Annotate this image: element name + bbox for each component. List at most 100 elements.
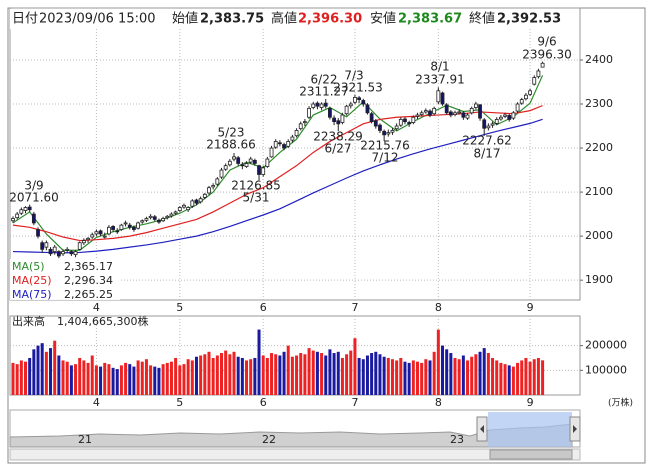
volume-bar <box>328 349 332 395</box>
scrollbar-thumb[interactable] <box>489 449 573 460</box>
header-value: 2,383.75 <box>200 12 264 27</box>
candle-body <box>44 242 49 248</box>
candle-body <box>524 94 528 100</box>
candle-body <box>453 112 457 115</box>
candle-body <box>465 114 470 119</box>
candle-body <box>311 103 316 108</box>
candle-body <box>90 234 95 238</box>
volume-bar <box>466 360 470 395</box>
volume-bar <box>199 355 203 395</box>
volume-bar <box>320 353 324 395</box>
candle-body <box>132 226 136 230</box>
ma-legend: MA(5) 2,365.17 MA(25) 2,296.34 MA(75) 2,… <box>10 259 120 301</box>
volume-bar <box>69 365 73 395</box>
volume-bar <box>132 366 136 395</box>
volume-bar <box>353 338 357 395</box>
volume-bar <box>361 359 365 395</box>
volume-bar <box>486 353 490 395</box>
candle-body <box>373 120 378 127</box>
candle-body <box>428 110 432 116</box>
candle-body <box>252 159 257 164</box>
candle-body <box>177 207 182 211</box>
candle-body <box>19 209 24 214</box>
candle-body <box>119 224 124 230</box>
volume-bar <box>119 365 123 395</box>
candle-body <box>328 108 332 118</box>
volume-bar <box>290 356 294 395</box>
plot-layer: 1900 2000 2100 2200 2300 2400 100000 200000 4 4 5 5… <box>10 8 627 409</box>
x-tick-label: 8 <box>435 301 442 314</box>
candle-body <box>215 178 220 185</box>
volume-bar <box>374 351 378 395</box>
candle-body <box>315 102 320 107</box>
volume-unit: (万株) <box>608 397 633 409</box>
volume-bar <box>178 365 182 395</box>
x-tick-label: 7 <box>351 301 358 314</box>
volume-bar <box>24 361 28 395</box>
volume-bar <box>211 357 215 395</box>
candle-body <box>503 114 507 117</box>
ma-line <box>12 105 543 242</box>
x-tick-label: 4 <box>93 396 100 409</box>
volume-bar <box>99 366 103 395</box>
volume-bar <box>541 360 545 395</box>
navigator-selection[interactable] <box>488 412 572 447</box>
candle-body <box>169 213 174 217</box>
scrollbar-track[interactable] <box>9 448 581 461</box>
candle-body <box>161 218 166 222</box>
candle-body <box>478 104 482 119</box>
volume-bar <box>236 356 240 395</box>
legend-value: 2,365.17 <box>64 260 113 273</box>
candle-body <box>269 147 274 158</box>
annotation-date: 3/9 <box>24 179 43 193</box>
header-value: 2,383.67 <box>398 12 462 27</box>
volume-bar <box>90 355 94 395</box>
volume-bar <box>11 362 15 395</box>
annotation-date: 5/31 <box>243 191 270 205</box>
annotation-price: 2311.27 <box>299 85 349 99</box>
volume-bar <box>149 365 153 395</box>
candle-body <box>353 97 357 103</box>
candle-body <box>369 113 374 123</box>
volume-bar <box>36 345 40 395</box>
header-value: 2,392.53 <box>497 12 561 27</box>
candle-body <box>515 103 520 112</box>
candle-body <box>94 231 99 235</box>
volume-bar <box>536 357 540 395</box>
candle-body <box>273 141 278 148</box>
volume-bar <box>169 361 173 395</box>
candle-body <box>223 165 228 170</box>
volume-bar <box>390 359 394 395</box>
candle-body <box>357 97 362 101</box>
candle-body <box>86 237 90 241</box>
candle-body <box>190 200 195 207</box>
candle-body <box>494 119 499 124</box>
volume-bar <box>441 345 445 395</box>
volume-bar <box>157 367 161 395</box>
volume-bar <box>332 353 336 395</box>
volume-bar <box>203 354 207 395</box>
candle-body <box>186 207 191 211</box>
volume-bar <box>220 353 223 395</box>
volume-bar <box>395 360 399 395</box>
navigator-label: 21 <box>78 433 92 446</box>
candle-body <box>440 92 445 105</box>
handle-arrow <box>573 425 577 433</box>
legend-name: MA(75) <box>12 288 52 301</box>
annotation-date: 9/6 <box>537 35 556 49</box>
candle-body <box>361 100 366 105</box>
candle-body <box>73 251 78 256</box>
header-value: 2,396.30 <box>298 12 362 27</box>
candle-body <box>348 103 353 107</box>
candle-body <box>261 167 266 175</box>
volume-bar <box>503 364 507 395</box>
candle-body <box>298 123 303 130</box>
candle-body <box>240 164 245 167</box>
volume-bar <box>449 353 453 395</box>
volume-value: 1,404,665,300株 <box>57 314 148 328</box>
candle-body <box>23 207 28 211</box>
candle-body <box>540 62 545 68</box>
volume-bar <box>257 329 261 395</box>
ma-line <box>12 75 544 251</box>
volume-bar <box>111 367 115 395</box>
